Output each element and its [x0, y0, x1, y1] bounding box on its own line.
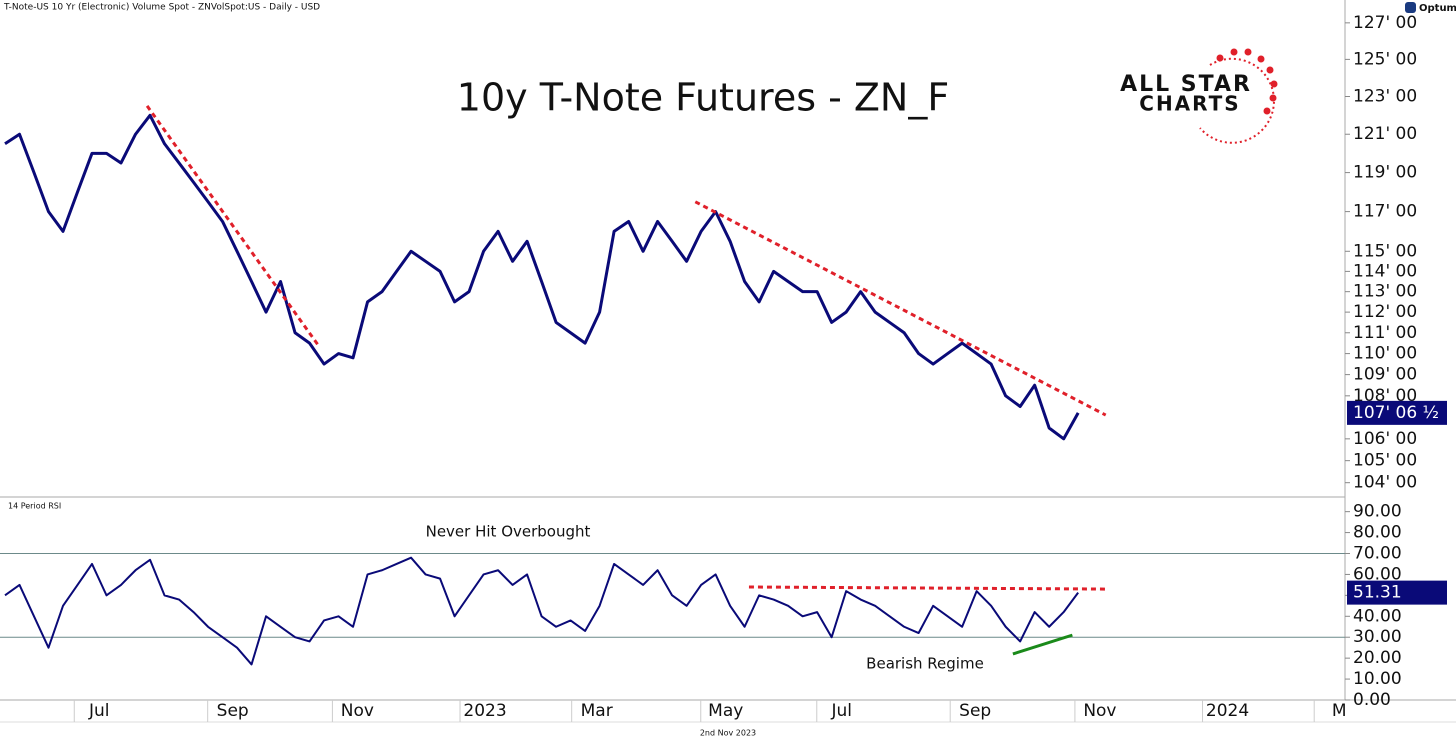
- y-tick-label: 0.00: [1353, 690, 1391, 710]
- x-tick-label: Nov: [341, 701, 374, 721]
- chart-title: 10y T-Note Futures - ZN_F: [457, 76, 949, 120]
- logo-text: ALL STAR: [1120, 72, 1252, 97]
- logo-stars: [1216, 48, 1278, 115]
- x-tick-label: 2024: [1206, 701, 1249, 721]
- logo-arc: [1199, 57, 1275, 144]
- x-tick-label: M: [1332, 701, 1347, 721]
- y-tick-label: 70.00: [1353, 544, 1402, 564]
- current-value-label: 51.31: [1353, 583, 1402, 603]
- x-tick-label: Jul: [88, 701, 110, 721]
- y-tick-label: 104' 00: [1353, 473, 1417, 493]
- y-tick-label: 110' 00: [1353, 344, 1417, 364]
- y-tick-label: 109' 00: [1353, 365, 1417, 385]
- current-value-box: [1347, 580, 1447, 605]
- y-tick-label: 113' 00: [1353, 282, 1417, 302]
- y-tick-label: 108' 00: [1353, 386, 1417, 406]
- x-tick-label: Jul: [831, 701, 853, 721]
- y-tick-label: 121' 00: [1353, 124, 1417, 144]
- trend-line: [1012, 633, 1073, 656]
- price-line: [4, 113, 1080, 441]
- y-tick-label: 119' 00: [1353, 163, 1417, 183]
- y-tick-label: 123' 00: [1353, 87, 1417, 107]
- logo: ALL STAR CHARTS: [1120, 48, 1278, 144]
- current-value-box: [1347, 400, 1447, 425]
- current-value-label: 107' 06 ½: [1353, 403, 1439, 423]
- header: T-Note-US 10 Yr (Electronic) Volume Spot…: [3, 3, 320, 13]
- brand-icon: [1405, 2, 1416, 13]
- panel-title: 14 Period RSI: [8, 502, 61, 511]
- y-tick-label: 80.00: [1353, 523, 1402, 543]
- y-tick-label: 30.00: [1353, 627, 1402, 647]
- trend-line: [145, 105, 320, 347]
- x-tick-label: Sep: [959, 701, 991, 721]
- footer: 2nd Nov 2023: [700, 729, 756, 738]
- logo-text: CHARTS: [1139, 92, 1240, 116]
- y-tick-label: 111' 00: [1353, 323, 1417, 343]
- brand: Optuma: [1419, 3, 1456, 14]
- y-tick-label: 115' 00: [1353, 241, 1417, 261]
- x-tick-label: May: [708, 701, 743, 721]
- x-tick-label: Mar: [581, 701, 613, 721]
- trend-line: [748, 585, 1108, 591]
- annotation: Bearish Regime: [866, 655, 984, 673]
- x-tick-label: Nov: [1083, 701, 1116, 721]
- x-tick-label: Sep: [217, 701, 249, 721]
- y-tick-label: 90.00: [1353, 502, 1402, 522]
- y-tick-label: 20.00: [1353, 648, 1402, 668]
- y-tick-label: 40.00: [1353, 606, 1402, 626]
- x-tick-label: 2023: [463, 701, 506, 721]
- y-tick-label: 127' 00: [1353, 13, 1417, 33]
- y-tick-label: 114' 00: [1353, 261, 1417, 281]
- y-tick-label: 125' 00: [1353, 49, 1417, 69]
- y-tick-label: 112' 00: [1353, 302, 1417, 322]
- annotation: Never Hit Overbought: [426, 523, 591, 541]
- y-tick-label: 106' 00: [1353, 429, 1417, 449]
- price-line: [4, 556, 1079, 666]
- y-tick-label: 10.00: [1353, 669, 1402, 689]
- y-tick-label: 105' 00: [1353, 451, 1417, 471]
- y-tick-label: 117' 00: [1353, 202, 1417, 222]
- y-tick-label: 60.00: [1353, 564, 1402, 584]
